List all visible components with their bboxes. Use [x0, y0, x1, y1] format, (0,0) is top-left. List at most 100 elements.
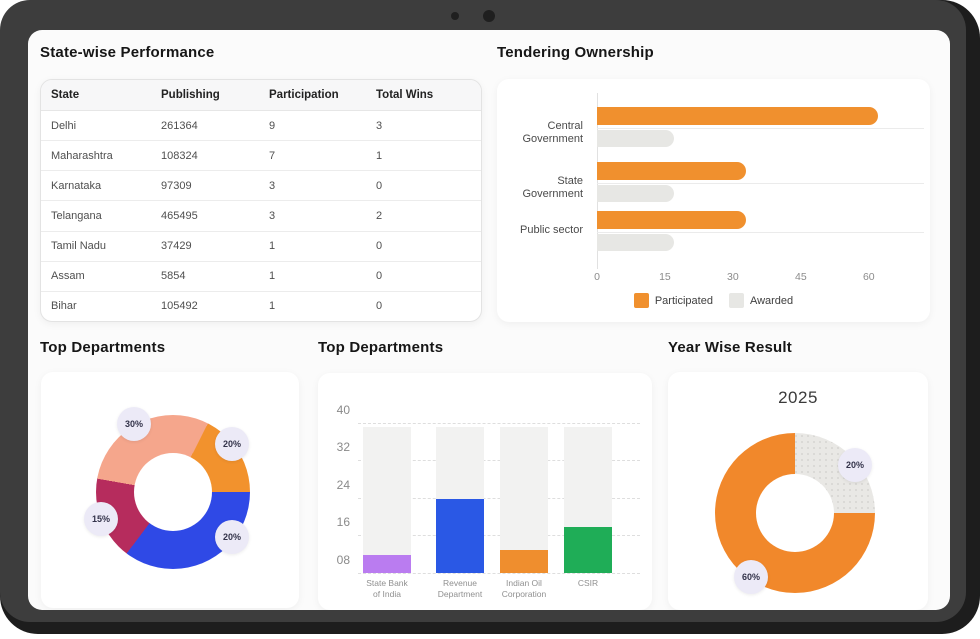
tendering-category-label: Central Government	[522, 120, 583, 145]
table-cell: 1	[376, 149, 383, 162]
table-cell: 3	[269, 179, 276, 192]
camera-dot-small-icon	[451, 12, 459, 20]
table-cell: 0	[376, 240, 383, 253]
table-column-header: Total Wins	[376, 89, 434, 101]
table-cell: Telangana	[51, 209, 102, 222]
state-table-card: State Publishing Participation Total Wins D…	[40, 79, 482, 322]
table-column-header: Publishing	[161, 89, 220, 101]
table-cell: 37429	[161, 240, 192, 253]
tendering-axis-tick: 60	[862, 271, 875, 283]
tendering-axis-tick: 30	[727, 271, 739, 283]
table-cell: 1	[269, 270, 276, 283]
legend-item: Participated	[633, 293, 713, 308]
tendering-category-label: State Government	[522, 175, 583, 200]
legend-swatch-icon	[633, 293, 649, 308]
table-cell: 9	[269, 119, 276, 132]
table-cell: 1	[269, 240, 276, 253]
x-label-line: Department	[437, 589, 483, 599]
table-column-header: Participation	[269, 89, 339, 101]
bars-gridline	[358, 573, 640, 574]
table-row: Telangana 465495 3 2	[41, 201, 481, 232]
department-bar	[436, 499, 484, 573]
dept-donut-label-30: 30%	[117, 407, 151, 441]
tendering-gridline	[597, 128, 924, 129]
table-cell: 0	[376, 179, 383, 192]
bars-y-tick: 40	[336, 403, 350, 417]
table-row: Delhi 261364 9 3	[41, 111, 481, 142]
table-cell: 108324	[161, 149, 198, 162]
bars-x-label: Revenue Department	[426, 578, 494, 600]
year-donut-label-60: 60%	[734, 560, 768, 594]
tendering-gridline	[597, 183, 924, 184]
year-result-card: 2025 20% 60%	[668, 372, 928, 610]
state-table-title: State-wise Performance	[40, 44, 215, 61]
bars-gridline	[358, 423, 640, 424]
dashboard-screen: State-wise Performance Tendering Ownersh…	[28, 30, 950, 610]
tendering-card: Central Government State Government Public…	[497, 79, 930, 322]
table-cell: Bihar	[51, 300, 77, 313]
awarded-bar	[597, 185, 674, 202]
state-table-body: Delhi 261364 9 3 Maharashtra 108324 7 1 Karnatak…	[41, 111, 481, 321]
bars-y-tick: 16	[336, 515, 350, 529]
table-cell: 0	[376, 300, 383, 313]
bars-gridline	[358, 460, 640, 461]
tendering-title: Tendering Ownership	[497, 44, 654, 61]
legend-label: Participated	[654, 294, 713, 307]
table-row: Tamil Nadu 37429 1 0	[41, 232, 481, 262]
bars-y-tick: 08	[336, 553, 350, 567]
table-cell: Tamil Nadu	[51, 240, 107, 253]
dept-donut-label-20b: 20%	[215, 520, 249, 554]
table-cell: 0	[376, 270, 383, 283]
state-table-header: State Publishing Participation Total Wins	[41, 80, 481, 111]
tendering-axis-tick: 15	[659, 271, 671, 283]
dept-bars-card: 40 32 24 16 08 State Bank of India Revenue Depar…	[318, 373, 652, 610]
table-cell: 7	[269, 149, 276, 162]
table-cell: Delhi	[51, 119, 77, 132]
year-donut-hole	[756, 474, 834, 552]
year-label: 2025	[778, 388, 818, 407]
awarded-bar	[597, 234, 674, 251]
year-result-title: Year Wise Result	[668, 339, 792, 356]
table-row: Bihar 105492 1 0	[41, 292, 481, 321]
table-cell: 3	[269, 209, 276, 222]
department-bar	[564, 527, 612, 573]
tendering-y-axis	[597, 93, 598, 269]
tendering-category-label: Public sector	[520, 224, 583, 236]
dept-donut-title: Top Departments	[40, 339, 166, 356]
dept-donut-label-15: 15%	[84, 502, 118, 536]
column-band	[363, 427, 411, 573]
department-bar	[363, 555, 411, 573]
dept-bars-title: Top Departments	[318, 339, 444, 356]
legend-swatch-icon	[728, 293, 744, 308]
table-cell: Karnataka	[51, 179, 102, 192]
dept-bars-plot: 40 32 24 16 08 State Bank of India Revenue Depar…	[318, 373, 652, 610]
table-cell: 261364	[161, 119, 198, 132]
camera-dot-large-icon	[483, 10, 495, 22]
participated-bar	[597, 162, 747, 180]
x-label-line: of India	[373, 589, 401, 599]
table-cell: 105492	[161, 300, 198, 313]
table-column-header: State	[51, 89, 80, 101]
table-cell: 97309	[161, 179, 192, 192]
tendering-plot: Central Government State Government Public…	[497, 79, 930, 322]
participated-bar	[597, 211, 747, 229]
x-label-line: Corporation	[501, 589, 547, 599]
department-bar	[500, 550, 548, 573]
table-row: Assam 5854 1 0	[41, 262, 481, 292]
table-cell: 1	[269, 300, 276, 313]
table-cell: 3	[376, 119, 383, 132]
dept-donut-label-20a: 20%	[215, 427, 249, 461]
x-label-line: Indian Oil	[506, 578, 542, 588]
dept-donut-hole	[134, 453, 212, 531]
table-cell: Assam	[51, 270, 85, 283]
bars-x-label: Indian Oil Corporation	[490, 578, 558, 600]
x-label-line: CSIR	[577, 578, 599, 588]
table-row: Karnataka 97309 3 0	[41, 171, 481, 202]
bars-x-label: State Bank of India	[353, 578, 421, 600]
participated-bar	[597, 107, 878, 125]
table-cell: Maharashtra	[51, 149, 113, 162]
legend-item: Awarded	[728, 293, 793, 308]
column-band	[500, 427, 548, 573]
x-label-line: State Bank	[366, 578, 408, 588]
